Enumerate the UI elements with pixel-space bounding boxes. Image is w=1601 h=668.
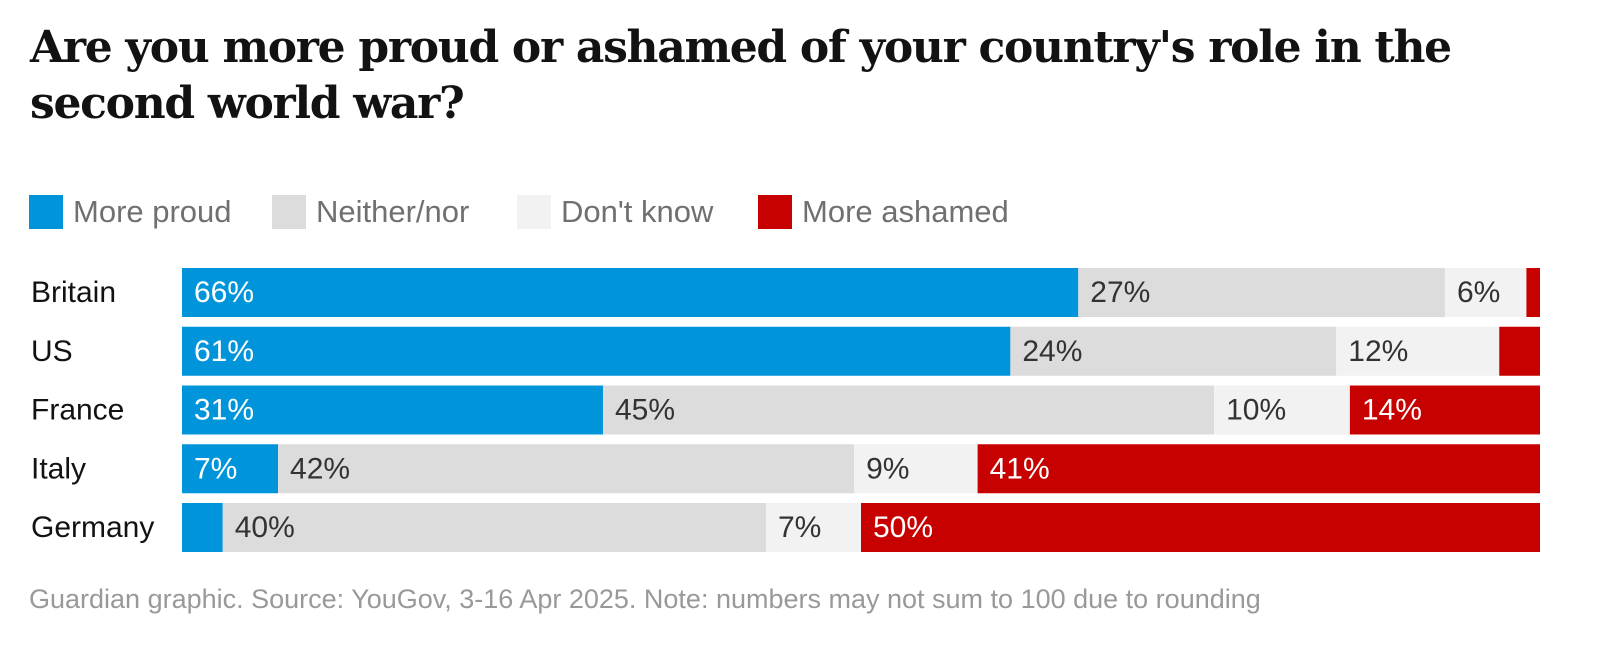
bar-don-t-know-france bbox=[1214, 385, 1350, 435]
bar-more-ashamed-italy bbox=[977, 444, 1540, 494]
bar-more-ashamed-germany bbox=[861, 503, 1540, 552]
bar-more-proud-us bbox=[182, 326, 1011, 376]
data-label-don-t-know-britain: 6% bbox=[1457, 276, 1500, 309]
data-label-more-proud-italy: 7% bbox=[194, 452, 237, 485]
data-label-more-proud-us: 61% bbox=[194, 335, 254, 368]
bar-neither-nor-germany bbox=[222, 503, 766, 552]
category-label-us: US bbox=[31, 335, 73, 368]
category-label-france: France bbox=[31, 394, 124, 427]
data-label-neither-nor-britain: 27% bbox=[1090, 276, 1150, 309]
data-label-don-t-know-france: 10% bbox=[1226, 394, 1286, 427]
legend-label-more-ashamed: More ashamed bbox=[802, 194, 1009, 229]
bar-more-proud-italy bbox=[182, 444, 279, 494]
data-label-neither-nor-france: 45% bbox=[615, 394, 675, 427]
bar-more-ashamed-us bbox=[1499, 326, 1540, 376]
legend-label-neither-nor: Neither/nor bbox=[316, 194, 470, 229]
bar-neither-nor-us bbox=[1010, 326, 1337, 376]
category-label-germany: Germany bbox=[31, 511, 154, 544]
data-label-don-t-know-germany: 7% bbox=[778, 511, 821, 544]
category-label-italy: Italy bbox=[31, 452, 86, 485]
bar-neither-nor-britain bbox=[1078, 268, 1445, 317]
bar-don-t-know-us bbox=[1336, 326, 1500, 376]
data-label-more-ashamed-italy: 41% bbox=[990, 452, 1050, 485]
chart-title: Are you more proud or ashamed of your co… bbox=[30, 22, 1452, 129]
category-label-britain: Britain bbox=[31, 276, 116, 309]
data-label-neither-nor-us: 24% bbox=[1022, 335, 1082, 368]
bar-neither-nor-italy bbox=[278, 444, 855, 494]
data-label-don-t-know-us: 12% bbox=[1348, 335, 1408, 368]
legend-label-more-proud: More proud bbox=[73, 194, 232, 229]
data-label-more-proud-france: 31% bbox=[194, 394, 254, 427]
source-note: Guardian graphic. Source: YouGov, 3-16 A… bbox=[29, 584, 1261, 614]
data-label-more-ashamed-germany: 50% bbox=[873, 511, 933, 544]
legend-label-dont-know: Don't know bbox=[561, 194, 714, 229]
data-label-more-proud-britain: 66% bbox=[194, 276, 254, 309]
legend-swatch-dont-know bbox=[517, 195, 551, 229]
bar-don-t-know-italy bbox=[854, 444, 978, 494]
bar-neither-nor-france bbox=[602, 385, 1215, 435]
bar-more-proud-britain bbox=[182, 268, 1079, 317]
stacked-bar-chart: Britain 66% 27% 6% US 61% 24% 12% France 31% 45% 10… bbox=[31, 268, 1540, 552]
legend-swatch-more-ashamed bbox=[758, 195, 792, 229]
bar-more-proud-germany bbox=[182, 503, 223, 552]
bar-more-ashamed-france bbox=[1349, 385, 1540, 435]
data-label-don-t-know-italy: 9% bbox=[866, 452, 909, 485]
data-label-neither-nor-italy: 42% bbox=[290, 452, 350, 485]
data-label-neither-nor-germany: 40% bbox=[235, 511, 295, 544]
bar-don-t-know-britain bbox=[1444, 268, 1527, 317]
bar-more-ashamed-britain bbox=[1526, 268, 1540, 317]
data-label-more-ashamed-france: 14% bbox=[1362, 394, 1422, 427]
legend-swatch-more-proud bbox=[29, 195, 63, 229]
bar-don-t-know-germany bbox=[765, 503, 861, 552]
bar-more-proud-france bbox=[182, 385, 603, 435]
legend-swatch-neither-nor bbox=[272, 195, 306, 229]
